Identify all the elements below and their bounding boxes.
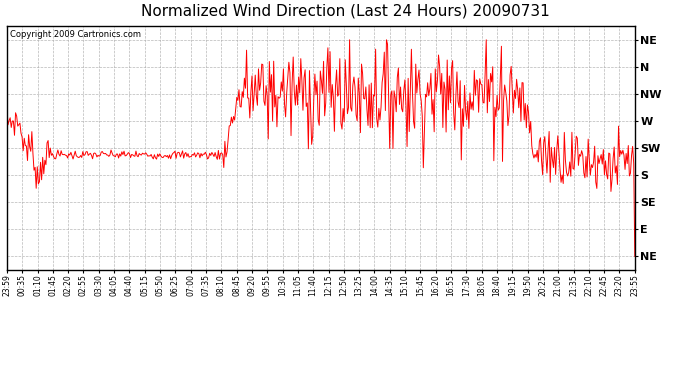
Text: Normalized Wind Direction (Last 24 Hours) 20090731: Normalized Wind Direction (Last 24 Hours…	[141, 4, 549, 19]
Text: Copyright 2009 Cartronics.com: Copyright 2009 Cartronics.com	[10, 30, 141, 39]
